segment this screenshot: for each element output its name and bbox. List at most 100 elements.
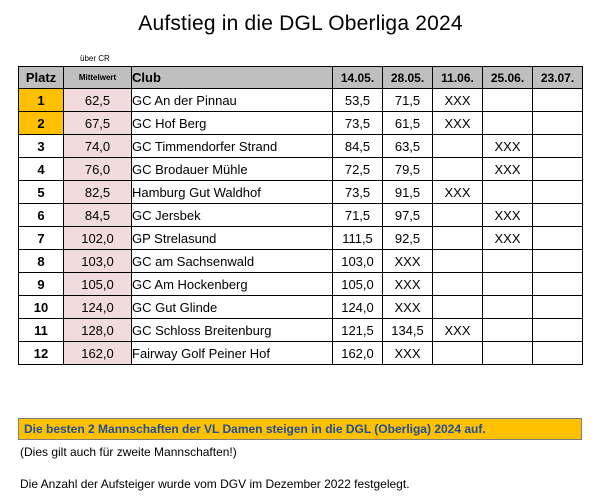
score-cell: XXX: [482, 157, 533, 181]
score-cell: 111,5: [332, 226, 383, 250]
score-cell: [532, 295, 583, 319]
score-cell: 92,5: [382, 226, 433, 250]
table-row: 3 74,0 GC Timmendorfer Strand 84,5 63,5 XXX: [18, 134, 583, 158]
score-cell: [482, 111, 533, 135]
score-cell: XXX: [382, 249, 433, 273]
score-cell: [432, 249, 483, 273]
club-cell: GC Gut Glinde: [131, 295, 333, 319]
note-second-teams: (Dies gilt auch für zweite Mannschaften!…: [20, 445, 237, 459]
platz-cell: 2: [18, 111, 64, 135]
score-cell: [432, 203, 483, 227]
ranking-table: Platz Mittelwert Club 14.05. 28.05. 11.0…: [18, 66, 583, 365]
score-cell: [432, 272, 483, 296]
platz-cell: 7: [18, 226, 64, 250]
score-cell: 72,5: [332, 157, 383, 181]
platz-cell: 6: [18, 203, 64, 227]
table-row: 6 84,5 GC Jersbek 71,5 97,5 XXX: [18, 203, 583, 227]
score-cell: [532, 226, 583, 250]
header-date: 25.06.: [482, 66, 533, 89]
score-cell: XXX: [432, 88, 483, 112]
mittelwert-cell: 103,0: [63, 249, 132, 273]
table-row: 9 105,0 GC Am Hockenberg 105,0 XXX: [18, 272, 583, 296]
mittelwert-cell: 105,0: [63, 272, 132, 296]
score-cell: [532, 272, 583, 296]
mittelwert-cell: 162,0: [63, 341, 132, 365]
header-club: Club: [131, 66, 333, 89]
score-cell: 105,0: [332, 272, 383, 296]
score-cell: XXX: [432, 180, 483, 204]
score-cell: [532, 134, 583, 158]
score-cell: [532, 111, 583, 135]
score-cell: XXX: [432, 318, 483, 342]
header-mittelwert: Mittelwert: [63, 66, 132, 89]
mittelwert-cell: 74,0: [63, 134, 132, 158]
score-cell: 71,5: [382, 88, 433, 112]
club-cell: GC Timmendorfer Strand: [131, 134, 333, 158]
score-cell: XXX: [482, 203, 533, 227]
header-date: 11.06.: [432, 66, 483, 89]
platz-cell: 10: [18, 295, 64, 319]
score-cell: XXX: [482, 226, 533, 250]
score-cell: 162,0: [332, 341, 383, 365]
platz-cell: 12: [18, 341, 64, 365]
score-cell: [432, 226, 483, 250]
mittelwert-cell: 82,5: [63, 180, 132, 204]
club-cell: GC Schloss Breitenburg: [131, 318, 333, 342]
platz-cell: 8: [18, 249, 64, 273]
score-cell: 53,5: [332, 88, 383, 112]
table-row: 10 124,0 GC Gut Glinde 124,0 XXX: [18, 295, 583, 319]
club-cell: Fairway Golf Peiner Hof: [131, 341, 333, 365]
platz-cell: 4: [18, 157, 64, 181]
score-cell: 91,5: [382, 180, 433, 204]
table-row: 12 162,0 Fairway Golf Peiner Hof 162,0 XXX: [18, 341, 583, 365]
mittelwert-cell: 62,5: [63, 88, 132, 112]
header-platz: Platz: [18, 66, 64, 89]
score-cell: XXX: [382, 272, 433, 296]
score-cell: [482, 272, 533, 296]
promotion-banner: Die besten 2 Mannschaften der VL Damen s…: [18, 418, 582, 440]
club-cell: GC An der Pinnau: [131, 88, 333, 112]
score-cell: [482, 318, 533, 342]
club-cell: Hamburg Gut Waldhof: [131, 180, 333, 204]
platz-cell: 3: [18, 134, 64, 158]
score-cell: [532, 88, 583, 112]
score-cell: 124,0: [332, 295, 383, 319]
table-row: 1 62,5 GC An der Pinnau 53,5 71,5 XXX: [18, 88, 583, 112]
score-cell: XXX: [382, 295, 433, 319]
table-row: 8 103,0 GC am Sachsenwald 103,0 XXX: [18, 249, 583, 273]
table-row: 4 76,0 GC Brodauer Mühle 72,5 79,5 XXX: [18, 157, 583, 181]
score-cell: 134,5: [382, 318, 433, 342]
club-cell: GC Jersbek: [131, 203, 333, 227]
score-cell: 63,5: [382, 134, 433, 158]
score-cell: [482, 180, 533, 204]
score-cell: [482, 88, 533, 112]
score-cell: 84,5: [332, 134, 383, 158]
score-cell: [432, 134, 483, 158]
score-cell: 97,5: [382, 203, 433, 227]
club-cell: GC Am Hockenberg: [131, 272, 333, 296]
platz-cell: 11: [18, 318, 64, 342]
score-cell: [532, 249, 583, 273]
mittelwert-cell: 84,5: [63, 203, 132, 227]
score-cell: [482, 341, 533, 365]
mittelwert-cell: 67,5: [63, 111, 132, 135]
platz-cell: 1: [18, 88, 64, 112]
score-cell: [482, 249, 533, 273]
club-cell: GC am Sachsenwald: [131, 249, 333, 273]
table-row: 5 82,5 Hamburg Gut Waldhof 73,5 91,5 XXX: [18, 180, 583, 204]
platz-cell: 5: [18, 180, 64, 204]
score-cell: 73,5: [332, 180, 383, 204]
score-cell: [432, 295, 483, 319]
score-cell: XXX: [482, 134, 533, 158]
club-cell: GC Hof Berg: [131, 111, 333, 135]
score-cell: [432, 341, 483, 365]
table-body: 1 62,5 GC An der Pinnau 53,5 71,5 XXX 2 67,5 GC …: [18, 88, 583, 365]
mittelwert-cell: 76,0: [63, 157, 132, 181]
score-cell: [432, 157, 483, 181]
score-cell: 121,5: [332, 318, 383, 342]
table-header-row: Platz Mittelwert Club 14.05. 28.05. 11.0…: [18, 66, 583, 89]
header-date: 23.07.: [532, 66, 583, 89]
score-cell: [532, 318, 583, 342]
page-title: Aufstieg in die DGL Oberliga 2024: [138, 12, 463, 35]
table-row: 2 67,5 GC Hof Berg 73,5 61,5 XXX: [18, 111, 583, 135]
